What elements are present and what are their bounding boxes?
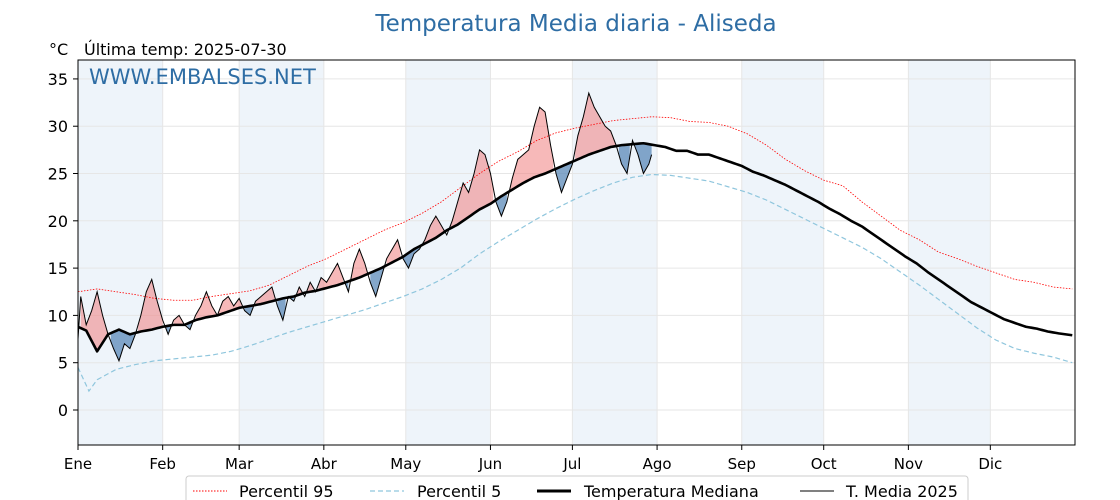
y-tick-label: 25: [48, 165, 68, 184]
legend-current-label: T. Media 2025: [845, 482, 958, 500]
chart-title: Temperatura Media diaria - Aliseda: [374, 11, 776, 37]
x-tick-label: Mar: [225, 455, 254, 473]
median-line: [77, 141, 1073, 353]
p95-line: [77, 116, 1073, 301]
legend-p5-label: Percentil 5: [417, 482, 501, 500]
legend-p95-label: Percentil 95: [239, 482, 334, 500]
above-median-area: [318, 263, 343, 291]
y-tick-label: 15: [48, 259, 68, 278]
y-tick-label: 10: [48, 306, 68, 325]
y-tick-label: 20: [48, 212, 68, 231]
month-band: [78, 60, 163, 445]
month-bands: [78, 60, 991, 445]
p5-line: [77, 173, 1073, 393]
y-tick-label: 35: [48, 70, 68, 89]
x-tick-label: Abr: [311, 455, 338, 473]
month-band: [239, 60, 324, 445]
below-median-area: [370, 266, 384, 297]
above-median-area: [449, 149, 494, 229]
below-median-area: [618, 144, 630, 174]
watermark: WWW.EMBALSES.NET: [89, 65, 316, 89]
below-median-area: [403, 246, 420, 269]
x-tick-label: Jul: [562, 455, 581, 473]
x-tick-label: Ene: [64, 455, 92, 473]
above-median-area: [509, 107, 554, 192]
above-median-area: [195, 291, 242, 321]
month-band: [405, 60, 491, 445]
y-tick-label: 5: [58, 354, 68, 373]
month-band: [908, 60, 991, 445]
series-lines: [77, 91, 1073, 393]
above-median-area: [173, 315, 185, 325]
x-tick-label: Ago: [643, 455, 672, 473]
y-tick-label: 0: [58, 401, 68, 420]
above-median-area: [138, 279, 163, 333]
above-median-area: [422, 216, 445, 245]
legend-box: [185, 475, 969, 500]
month-band: [741, 60, 824, 445]
x-tick-label: Feb: [149, 455, 176, 473]
legend: Percentil 95 Percentil 5 Temperatura Med…: [185, 475, 969, 500]
x-tick-label: Sep: [728, 455, 756, 473]
x-tick-label: Oct: [811, 455, 837, 473]
below-median-area: [165, 325, 171, 335]
y-tick-label: 30: [48, 117, 68, 136]
current-year-line: [77, 91, 653, 363]
x-tick-label: May: [390, 455, 421, 473]
unit-label: °C: [49, 40, 68, 59]
deviation-fills: [80, 93, 652, 361]
below-median-area: [110, 329, 136, 361]
y-axis-ticks: 0 5 10 15 20 25 30 35: [48, 70, 78, 420]
above-median-area: [80, 291, 109, 352]
x-tick-label: Nov: [894, 455, 923, 473]
x-tick-label: Jun: [478, 455, 502, 473]
legend-median-label: Temperatura Mediana: [583, 482, 759, 500]
last-temp-label: Última temp: 2025-07-30: [84, 40, 287, 59]
below-median-area: [556, 161, 573, 193]
x-tick-label: Dic: [978, 455, 1002, 473]
below-median-area: [277, 297, 286, 321]
above-median-area: [351, 249, 368, 281]
x-axis-ticks: Ene Feb Mar Abr May Jun Jul Ago Sep Oct Nov Dic: [64, 445, 1002, 473]
plot-frame: [77, 59, 1076, 446]
